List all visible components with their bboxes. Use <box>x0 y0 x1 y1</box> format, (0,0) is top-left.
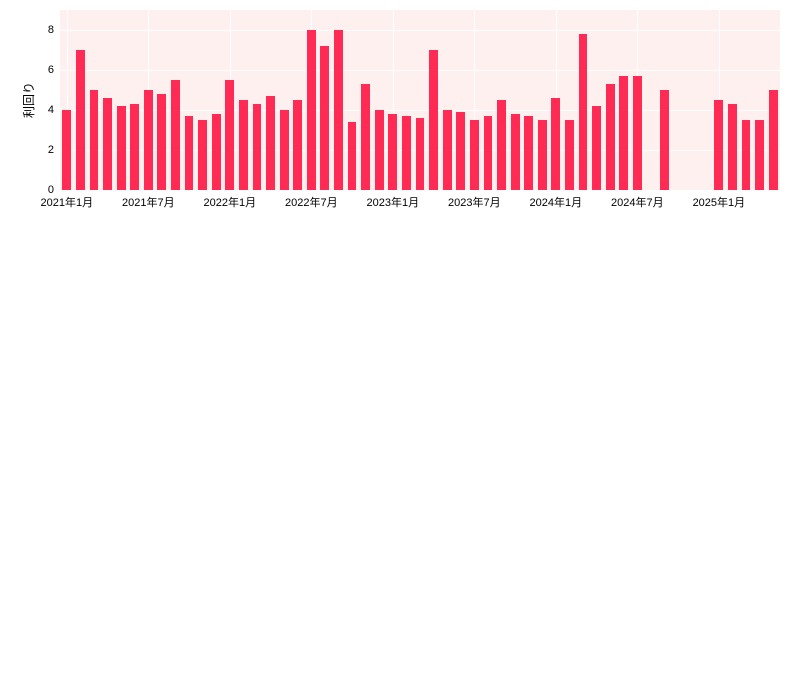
bar <box>266 96 275 190</box>
bar <box>728 104 737 190</box>
y-tick-label: 4 <box>30 104 54 116</box>
bar <box>103 98 112 190</box>
grid-line-h <box>60 190 780 191</box>
bar <box>470 120 479 190</box>
bar <box>361 84 370 190</box>
grid-line-h <box>60 30 780 31</box>
x-tick-label: 2023年7月 <box>448 194 501 210</box>
bar <box>660 90 669 190</box>
grid-line-h <box>60 110 780 111</box>
x-tick-label: 2024年1月 <box>530 194 583 210</box>
x-tick-label: 2021年1月 <box>40 194 93 210</box>
bar <box>524 116 533 190</box>
bar <box>157 94 166 190</box>
bar <box>76 50 85 190</box>
bar <box>742 120 751 190</box>
bar <box>388 114 397 190</box>
x-tick-label: 2022年1月 <box>204 194 257 210</box>
bar <box>212 114 221 190</box>
bar <box>130 104 139 190</box>
bar <box>320 46 329 190</box>
bar <box>497 100 506 190</box>
bar <box>443 110 452 190</box>
bar <box>592 106 601 190</box>
bar <box>769 90 778 190</box>
x-tick-label: 2024年7月 <box>611 194 664 210</box>
bar <box>307 30 316 190</box>
y-tick-label: 2 <box>30 144 54 156</box>
x-tick-label: 2021年7月 <box>122 194 175 210</box>
bar <box>334 30 343 190</box>
x-tick-label: 2022年7月 <box>285 194 338 210</box>
bar <box>225 80 234 190</box>
bar <box>606 84 615 190</box>
bar <box>565 120 574 190</box>
bar <box>633 76 642 190</box>
bar <box>714 100 723 190</box>
bar <box>293 100 302 190</box>
bar <box>348 122 357 190</box>
yield-chart: 利回り 02468 2021年1月2021年7月2022年1月2022年7月20… <box>0 0 792 700</box>
bar <box>144 90 153 190</box>
y-tick-label: 6 <box>30 64 54 76</box>
bar <box>239 100 248 190</box>
x-tick-label: 2023年1月 <box>367 194 420 210</box>
bar <box>280 110 289 190</box>
bar <box>171 80 180 190</box>
bar <box>375 110 384 190</box>
bar <box>755 120 764 190</box>
bar <box>456 112 465 190</box>
bar <box>253 104 262 190</box>
bar <box>416 118 425 190</box>
bar <box>511 114 520 190</box>
bar <box>198 120 207 190</box>
grid-line-h <box>60 70 780 71</box>
bar <box>185 116 194 190</box>
bar <box>619 76 628 190</box>
plot-area <box>60 10 780 190</box>
bar <box>62 110 71 190</box>
bar <box>429 50 438 190</box>
bar <box>402 116 411 190</box>
x-tick-label: 2025年1月 <box>693 194 746 210</box>
y-tick-label: 8 <box>30 24 54 36</box>
bar <box>551 98 560 190</box>
bar <box>538 120 547 190</box>
bar <box>90 90 99 190</box>
bar <box>117 106 126 190</box>
bar <box>579 34 588 190</box>
bar <box>484 116 493 190</box>
